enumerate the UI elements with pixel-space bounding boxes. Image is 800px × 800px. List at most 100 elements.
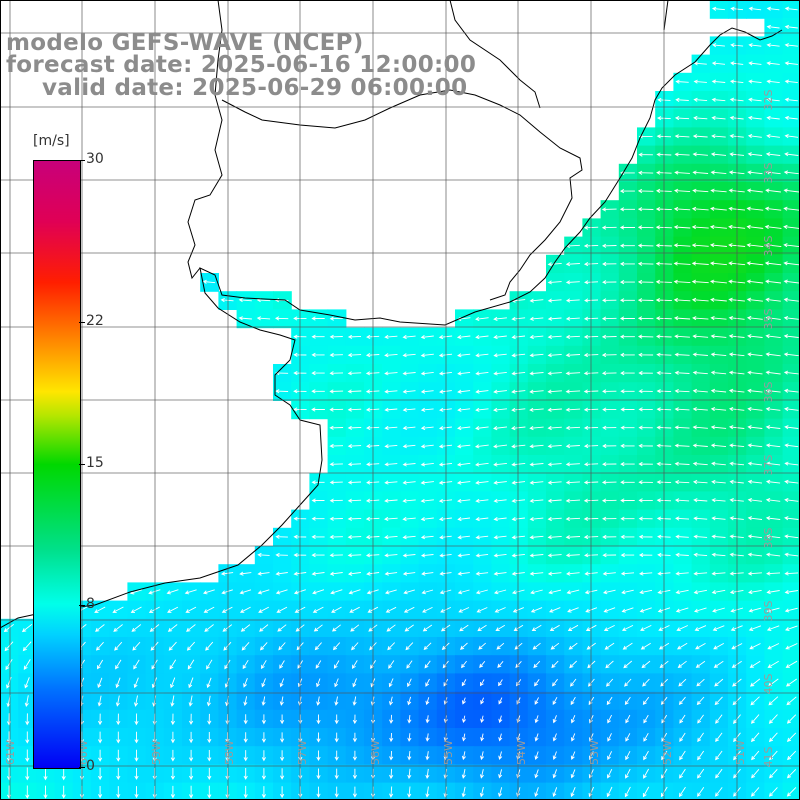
wind-arrow	[748, 97, 762, 102]
wind-arrow	[315, 660, 322, 669]
wind-arrow	[275, 534, 288, 539]
wind-arrow	[493, 316, 507, 322]
wind-arrow	[748, 607, 762, 613]
wind-arrow	[565, 462, 580, 467]
wind-arrow	[589, 733, 594, 742]
longitude-label: 58W	[223, 740, 236, 765]
wind-arrow	[569, 660, 578, 669]
wind-arrow	[679, 768, 686, 779]
wind-arrow	[602, 571, 616, 576]
wind-arrow	[402, 407, 416, 412]
wind-arrow	[133, 677, 139, 689]
wind-arrow	[225, 767, 230, 781]
wind-arrow	[425, 786, 430, 798]
wind-arrow	[711, 134, 726, 139]
wind-arrow	[134, 731, 139, 744]
wind-arrow	[619, 316, 635, 321]
wind-arrow	[461, 679, 467, 687]
wind-arrow	[601, 498, 617, 503]
wind-arrow	[511, 462, 526, 467]
wind-arrow	[334, 732, 339, 743]
wind-arrow	[696, 696, 705, 706]
wind-arrow	[352, 786, 357, 798]
wind-arrow	[475, 462, 489, 467]
wind-arrow	[587, 660, 596, 669]
wind-arrow	[622, 642, 633, 650]
colorbar-tick-label: 22	[86, 312, 104, 329]
wind-arrow	[407, 751, 412, 761]
wind-arrow	[420, 480, 434, 485]
wind-arrow	[25, 713, 30, 726]
wind-arrow	[621, 624, 634, 632]
wind-arrow	[602, 443, 617, 449]
wind-arrow	[402, 498, 416, 503]
wind-arrow	[694, 607, 707, 613]
wind-arrow	[166, 589, 179, 595]
wind-arrow	[619, 334, 635, 339]
wind-arrow	[551, 660, 559, 669]
wind-arrow	[3, 623, 14, 633]
wind-arrow	[692, 188, 709, 193]
land-boundary-line	[221, 89, 583, 301]
wind-arrow	[258, 606, 270, 613]
wind-arrow	[207, 750, 212, 762]
longitude-label: 51W	[734, 740, 747, 765]
wind-arrow	[765, 443, 781, 448]
wind-arrow	[747, 479, 763, 484]
wind-arrow	[352, 678, 357, 688]
wind-arrow	[709, 261, 727, 266]
wind-arrow	[604, 642, 615, 650]
wind-arrow	[674, 425, 690, 430]
wind-arrow	[638, 170, 654, 175]
wind-arrow	[566, 589, 580, 595]
wind-arrow	[784, 24, 798, 29]
wind-arrow	[547, 280, 562, 285]
wind-arrow	[583, 389, 599, 394]
wind-arrow	[710, 370, 727, 375]
wind-arrow	[768, 787, 778, 797]
wind-arrow	[766, 6, 780, 11]
wind-arrow	[674, 352, 690, 357]
wind-arrow	[549, 624, 560, 631]
wind-arrow	[384, 480, 398, 485]
wind-arrow	[493, 498, 507, 503]
wind-arrow	[457, 426, 471, 431]
wind-arrow	[457, 371, 471, 376]
wind-arrow	[711, 461, 726, 466]
wind-arrow	[493, 444, 508, 449]
wind-arrow	[692, 443, 708, 448]
wind-arrow	[584, 553, 599, 558]
wind-arrow	[421, 589, 434, 595]
wind-arrow	[275, 389, 289, 394]
wind-arrow	[624, 786, 631, 798]
wind-arrow	[334, 678, 339, 688]
wind-arrow	[570, 787, 576, 798]
wind-arrow	[642, 678, 650, 687]
wind-arrow	[6, 676, 12, 689]
wind-arrow	[783, 224, 800, 229]
wind-arrow	[459, 624, 469, 632]
wind-arrow	[693, 115, 708, 121]
wind-arrow	[747, 516, 763, 521]
wind-arrow	[457, 407, 471, 412]
wind-arrow	[384, 462, 398, 467]
wind-arrow	[511, 389, 526, 394]
wind-arrow	[675, 97, 689, 102]
wind-arrow	[766, 97, 780, 102]
wind-arrow	[402, 425, 416, 431]
wind-arrow	[550, 642, 560, 650]
wind-arrow	[420, 371, 434, 376]
wind-arrow	[95, 624, 105, 632]
wind-arrow	[637, 243, 654, 248]
wind-arrow	[710, 443, 727, 448]
wind-arrow	[498, 715, 503, 724]
wind-arrow	[674, 443, 690, 448]
wind-arrow	[389, 732, 394, 743]
wind-arrow	[402, 353, 416, 358]
wind-arrow	[529, 353, 544, 358]
wind-arrow	[547, 571, 562, 576]
wind-arrow	[185, 606, 197, 613]
wind-arrow	[352, 732, 357, 743]
wind-arrow	[97, 677, 103, 689]
wind-arrow	[678, 678, 687, 687]
